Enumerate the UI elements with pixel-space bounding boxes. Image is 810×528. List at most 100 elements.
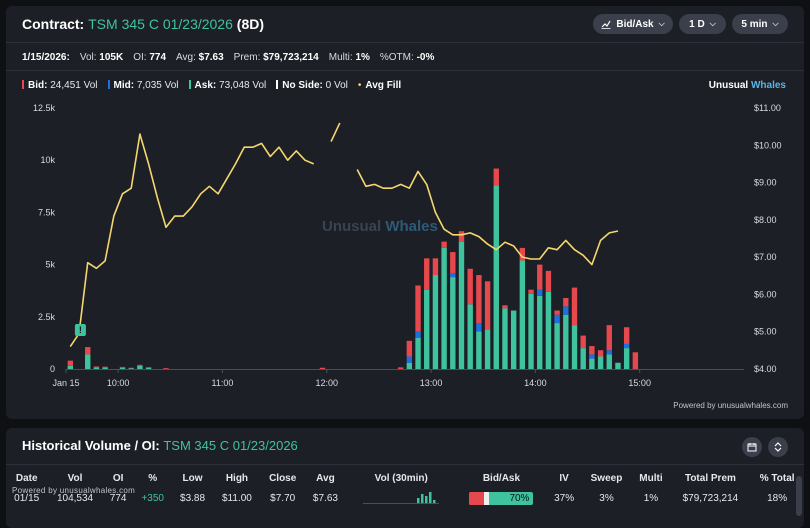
column-header[interactable]: Vol bbox=[67, 472, 83, 484]
table-cell-vol: 104,534 bbox=[56, 492, 94, 504]
chevron-down-icon: ⌵ bbox=[709, 19, 716, 28]
volume-bar-ask bbox=[597, 356, 604, 369]
volume-bar-ask bbox=[441, 247, 447, 369]
table-cell-low: $3.88 bbox=[180, 492, 206, 504]
contract-chart-panel: Contract: TSM 345 C 01/23/2026 (8D) Bid/… bbox=[6, 6, 804, 419]
volume-bar-bid bbox=[163, 368, 169, 369]
interval-selector-label: 5 min bbox=[741, 18, 768, 30]
volume-bar-bid bbox=[632, 352, 639, 369]
volume-bar-ask bbox=[102, 367, 108, 369]
calendar-icon[interactable] bbox=[742, 437, 762, 457]
divider bbox=[6, 70, 804, 71]
legend-mid[interactable]: Mid: 7,035 Vol bbox=[107, 80, 179, 91]
column-header[interactable]: Vol (30min) bbox=[374, 472, 428, 484]
column-header[interactable]: Low bbox=[182, 472, 203, 484]
column-header[interactable]: Close bbox=[269, 472, 297, 484]
column-header[interactable]: % Total bbox=[759, 472, 795, 484]
stat-prem: Prem: $79,723,214 bbox=[233, 52, 319, 63]
alert-marker-symbol: ! bbox=[79, 325, 82, 335]
sparkline-bar bbox=[417, 497, 420, 504]
volume-bar-ask bbox=[406, 362, 413, 369]
x-tick-label: 15:00 bbox=[628, 378, 651, 388]
volume-bar-mid bbox=[589, 354, 595, 359]
table-cell--: +350 bbox=[141, 492, 164, 504]
column-header[interactable]: Multi bbox=[639, 472, 663, 484]
x-tick-label: 13:00 bbox=[420, 378, 443, 388]
stats-date: 1/15/2026: bbox=[22, 52, 70, 63]
volume-bar-ask bbox=[510, 310, 517, 369]
divider bbox=[6, 464, 804, 465]
range-selector[interactable]: 1 D ⌵ bbox=[679, 14, 726, 34]
volume-bar-ask bbox=[137, 365, 143, 369]
sort-icon[interactable] bbox=[768, 437, 788, 457]
table-cell-date: 01/15 bbox=[14, 492, 40, 504]
volume-bar-mid bbox=[537, 289, 543, 296]
volume-bar-ask bbox=[615, 362, 621, 369]
legend-no-side[interactable]: No Side: 0 Vol bbox=[276, 80, 348, 91]
volume-bar-ask bbox=[502, 308, 508, 369]
scrollbar[interactable] bbox=[796, 476, 802, 516]
y-left-tick: 7.5k bbox=[38, 207, 56, 217]
volume-bar-ask bbox=[554, 323, 560, 369]
legend-ask[interactable]: Ask: 73,048 Vol bbox=[188, 80, 266, 91]
volume-bar-ask bbox=[589, 358, 595, 369]
volume-bar-bid bbox=[137, 364, 143, 366]
volume-bar-bid bbox=[606, 325, 612, 351]
volume-bar-ask bbox=[128, 368, 134, 369]
volume-bar-bid bbox=[476, 275, 482, 324]
column-header[interactable]: Date bbox=[15, 472, 38, 484]
x-tick-label: 10:00 bbox=[107, 378, 130, 388]
side-selector[interactable]: Bid/Ask ⌵ bbox=[593, 14, 673, 34]
volume-bar-ask bbox=[545, 291, 552, 369]
column-header[interactable]: Bid/Ask bbox=[482, 472, 521, 484]
volume-bar-ask bbox=[67, 365, 74, 369]
table-cell--total: 18% bbox=[767, 492, 788, 504]
column-header[interactable]: IV bbox=[559, 472, 569, 484]
volume-price-chart: Unusual Whales 12.5k 10k 7.5k 5k 2.5k 0 $11.00 $… bbox=[33, 103, 782, 388]
contract-stats: 1/15/2026: Vol: 105K OI: 774 Avg: $7.63 … bbox=[22, 52, 434, 63]
column-header[interactable]: % bbox=[148, 472, 158, 484]
legend-avg-fill[interactable]: • Avg Fill bbox=[357, 80, 402, 91]
legend-bid[interactable]: Bid: 24,451 Vol bbox=[22, 80, 98, 91]
avg-fill-line bbox=[69, 133, 315, 348]
volume-bar-bid bbox=[563, 298, 569, 307]
volume-bar-mid bbox=[606, 350, 612, 355]
y-right-tick: $10.00 bbox=[754, 140, 782, 150]
volume-bar-bid bbox=[450, 252, 456, 273]
volume-bar-bid bbox=[406, 340, 413, 357]
stat-multi: Multi: 1% bbox=[328, 52, 370, 63]
chevron-down-icon: ⌵ bbox=[658, 19, 665, 28]
historical-table: Date Vol OI% Low High Close Avg Vol (30min) Bid/… bbox=[6, 468, 804, 508]
volume-bar-bid bbox=[93, 366, 100, 368]
table-cell-sweep: 3% bbox=[599, 492, 614, 504]
chart-line-icon bbox=[601, 20, 611, 29]
interval-selector[interactable]: 5 min ⌵ bbox=[732, 14, 788, 34]
volume-bar-bid bbox=[397, 367, 404, 369]
table-row[interactable]: 01/15 104,534 774 +350 $3.88 $11.00 $7.70 $7.63… bbox=[6, 488, 804, 508]
volume-bar-ask bbox=[528, 293, 534, 369]
volume-bar-ask bbox=[467, 304, 473, 369]
volume-bar-mid bbox=[415, 331, 421, 338]
x-tick-label: 12:00 bbox=[316, 378, 339, 388]
y-left-tick: 0 bbox=[50, 364, 55, 374]
volume-bar-ask bbox=[145, 367, 152, 369]
column-header[interactable]: Total Prem bbox=[684, 472, 736, 484]
y-right-tick: $7.00 bbox=[754, 252, 777, 262]
column-header[interactable]: Sweep bbox=[590, 472, 623, 484]
volume-bar-bid bbox=[571, 287, 578, 326]
powered-by: Powered by unusualwhales.com bbox=[673, 401, 788, 410]
divider bbox=[6, 42, 804, 43]
volume-bar-bid bbox=[519, 247, 526, 261]
table-cell-high: $11.00 bbox=[222, 492, 252, 504]
volume-bar-ask bbox=[623, 348, 630, 369]
volume-bar-bid bbox=[441, 241, 447, 248]
volume-bar-bid bbox=[119, 366, 126, 368]
y-right-tick: $9.00 bbox=[754, 178, 777, 188]
volume-bar-ask bbox=[415, 337, 421, 369]
y-left-tick: 5k bbox=[45, 260, 55, 270]
column-header[interactable]: Avg bbox=[316, 472, 335, 484]
stat-vol: Vol: 105K bbox=[79, 52, 124, 63]
historical-panel: Historical Volume / OI: TSM 345 C 01/23/… bbox=[6, 428, 804, 528]
column-header[interactable]: OI bbox=[112, 472, 124, 484]
column-header[interactable]: High bbox=[225, 472, 249, 484]
